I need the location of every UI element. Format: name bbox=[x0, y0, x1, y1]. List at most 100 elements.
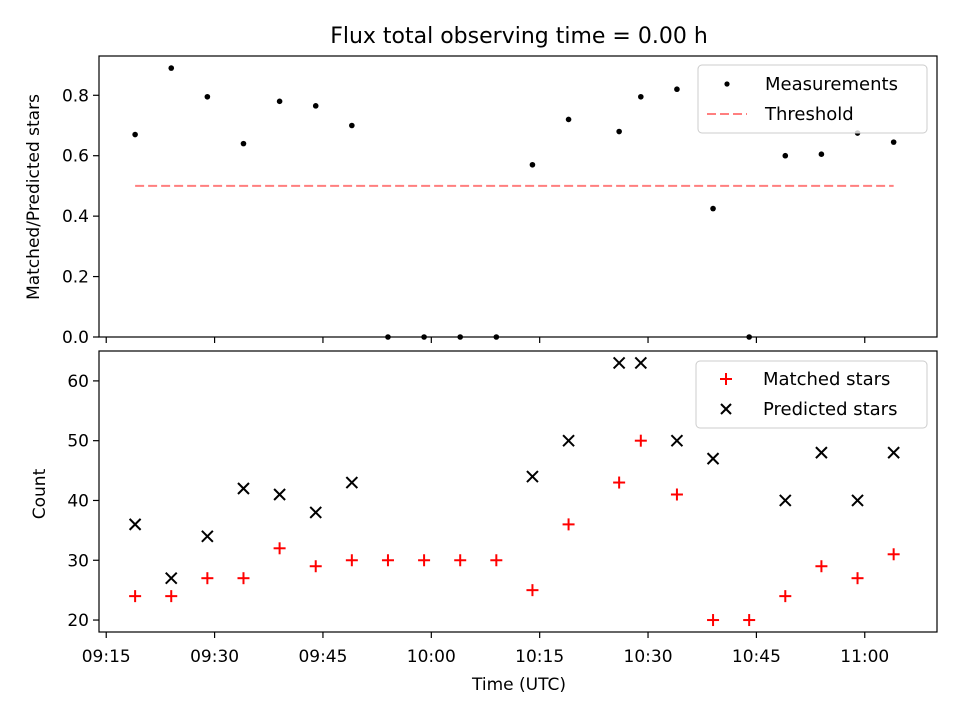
bottom-panel: 20 30 40 50 60 09:15 09:30 09:45 10:00 10:15 10:3… bbox=[30, 350, 938, 695]
matched-star-point bbox=[851, 572, 864, 585]
predicted-marker-b bbox=[526, 470, 539, 483]
matched-star-point bbox=[273, 542, 286, 555]
bottom-ytick-label: 20 bbox=[67, 611, 89, 631]
bottom-legend: Matched stars Predicted stars bbox=[695, 360, 928, 429]
matched-star-point bbox=[237, 572, 250, 585]
measurement-point bbox=[240, 140, 247, 147]
bottom-ytick-label: 40 bbox=[67, 491, 89, 511]
measurement-point bbox=[818, 151, 825, 157]
bottom-ytick-label: 60 bbox=[67, 372, 89, 392]
matched-star-point bbox=[526, 584, 539, 597]
x-tick-label: 10:30 bbox=[624, 647, 673, 667]
legend-marker-measurements bbox=[724, 81, 730, 87]
measurement-point bbox=[529, 161, 536, 168]
x-tick-label: 09:30 bbox=[190, 647, 239, 667]
measurement-point bbox=[565, 116, 572, 123]
predicted-star-point bbox=[526, 470, 539, 483]
legend-label-matched: Matched stars bbox=[763, 369, 890, 390]
predicted-star-point bbox=[201, 530, 214, 543]
predicted-marker-b bbox=[634, 356, 648, 370]
measurement-point bbox=[168, 65, 175, 71]
predicted-star-point bbox=[309, 506, 322, 519]
top-ytick-label: 0.4 bbox=[62, 207, 89, 227]
matched-star-point bbox=[345, 554, 358, 567]
bottom-plot-area bbox=[128, 356, 900, 627]
predicted-marker-b bbox=[779, 494, 792, 507]
measurement-point bbox=[132, 131, 138, 138]
predicted-marker-b bbox=[309, 506, 322, 519]
predicted-marker-b bbox=[165, 571, 178, 585]
predicted-star-point bbox=[887, 446, 900, 459]
predicted-star-point bbox=[815, 446, 828, 459]
predicted-star-point bbox=[851, 494, 864, 507]
predicted-star-point bbox=[237, 482, 250, 495]
x-tick-label: 10:15 bbox=[515, 647, 564, 667]
measurement-point bbox=[204, 93, 211, 100]
matched-star-point bbox=[129, 590, 142, 603]
measurement-point bbox=[890, 139, 897, 145]
top-x-ticks bbox=[105, 337, 866, 343]
predicted-star-point bbox=[165, 571, 178, 585]
x-tick-label: 09:15 bbox=[82, 647, 131, 667]
legend-label-predicted: Predicted stars bbox=[763, 399, 897, 420]
matched-star-point bbox=[634, 434, 647, 447]
predicted-marker-b bbox=[706, 452, 720, 465]
x-axis-label: Time (UTC) bbox=[471, 675, 566, 695]
predicted-marker-b bbox=[815, 446, 828, 459]
bottom-x-ticks: 09:15 09:30 09:45 10:00 10:15 10:30 10:45 11:00 bbox=[82, 632, 889, 667]
predicted-star-point bbox=[670, 434, 684, 447]
top-panel: 0.00.20.40.60.8 Matched/Predicted stars … bbox=[24, 55, 938, 348]
measurement-point bbox=[349, 122, 355, 129]
predicted-star-point bbox=[779, 494, 792, 507]
bottom-y-axis-label: Count bbox=[30, 468, 50, 519]
x-tick-label: 09:45 bbox=[298, 647, 347, 667]
matched-star-point bbox=[613, 476, 626, 489]
predicted-marker-b bbox=[128, 518, 142, 531]
matched-star-point bbox=[562, 518, 575, 531]
top-ytick-label: 0.6 bbox=[62, 147, 89, 167]
bottom-legend-box bbox=[695, 360, 928, 429]
bottom-ytick-label: 30 bbox=[67, 551, 89, 571]
predicted-marker-b bbox=[851, 494, 864, 507]
matched-star-point bbox=[779, 590, 792, 603]
top-ytick-label: 0.8 bbox=[62, 86, 89, 106]
top-y-ticks: 0.0 0.2 0.4 0.6 0.8 bbox=[62, 86, 99, 348]
predicted-star-point bbox=[634, 356, 648, 370]
bottom-y-ticks: 20 30 40 50 60 bbox=[67, 372, 99, 631]
predicted-star-point bbox=[612, 356, 626, 370]
matched-star-point bbox=[454, 554, 467, 567]
predicted-star-point bbox=[128, 518, 142, 531]
predicted-marker-b bbox=[273, 488, 286, 501]
predicted-marker-b bbox=[887, 446, 900, 459]
x-tick-label: 10:45 bbox=[732, 647, 781, 667]
legend-marker-predicted bbox=[720, 403, 732, 415]
measurement-point bbox=[616, 128, 622, 135]
measurement-point bbox=[638, 93, 644, 100]
predicted-marker-b bbox=[345, 476, 359, 489]
top-legend-box bbox=[697, 64, 928, 134]
matched-star-point bbox=[309, 560, 322, 573]
matched-star-point bbox=[887, 548, 900, 561]
matched-star-point bbox=[743, 614, 756, 627]
matched-star-point bbox=[707, 614, 720, 627]
predicted-marker-b bbox=[612, 356, 626, 370]
matched-star-point bbox=[165, 590, 178, 603]
predicted-marker-b bbox=[237, 482, 250, 495]
top-y-axis-label: Matched/Predicted stars bbox=[24, 94, 44, 300]
matched-star-point bbox=[490, 554, 503, 567]
measurement-point bbox=[276, 98, 283, 105]
measurement-point bbox=[312, 103, 319, 109]
legend-label-threshold: Threshold bbox=[764, 104, 854, 125]
predicted-marker-b bbox=[201, 530, 214, 543]
predicted-star-point bbox=[273, 488, 286, 501]
x-tick-label: 10:00 bbox=[407, 647, 456, 667]
chart-title: Flux total observing time = 0.00 h bbox=[330, 24, 708, 49]
top-legend: Measurements Threshold bbox=[697, 64, 928, 134]
bottom-ytick-label: 50 bbox=[67, 432, 89, 452]
legend-label-measurements: Measurements bbox=[765, 74, 898, 95]
predicted-star-point bbox=[562, 434, 575, 447]
matched-star-point bbox=[418, 554, 431, 567]
top-axes-frame bbox=[98, 55, 938, 338]
predicted-marker-b bbox=[562, 434, 575, 447]
